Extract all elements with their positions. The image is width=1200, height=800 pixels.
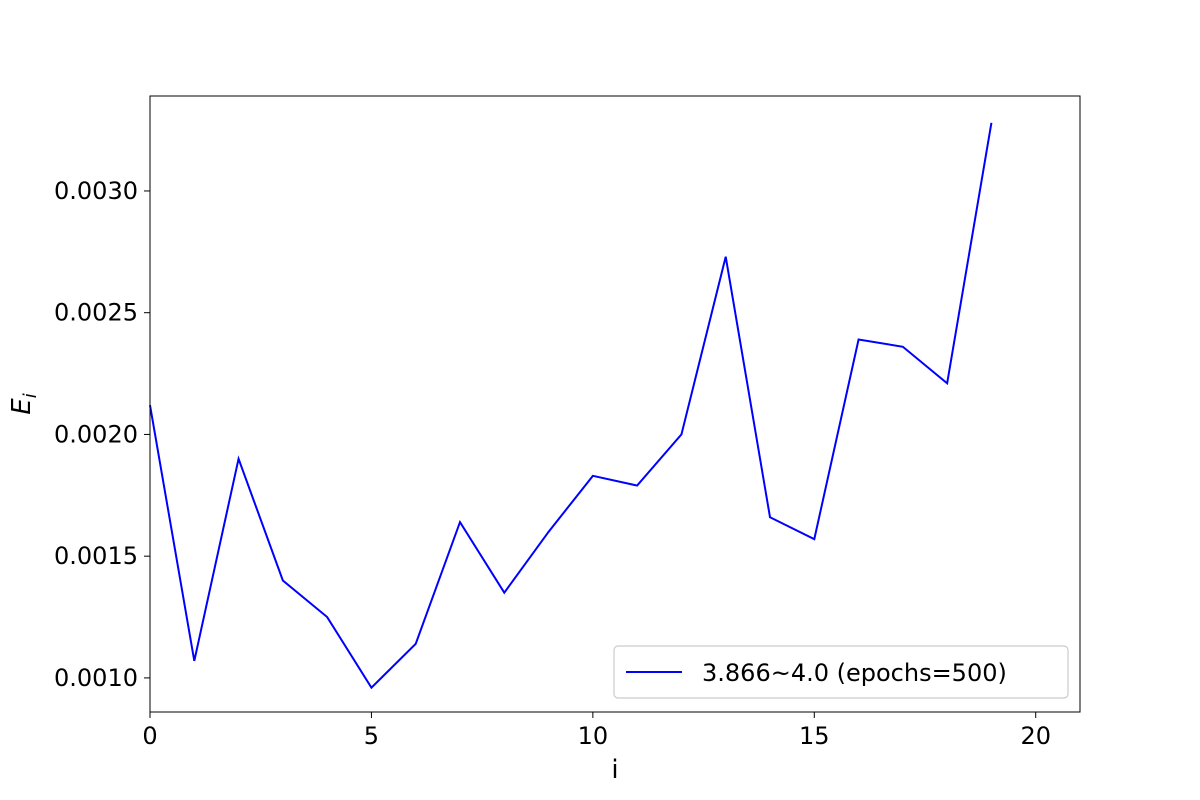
y-tick-label: 0.0030 (54, 177, 138, 205)
x-tick-label: 0 (142, 722, 157, 750)
y-tick-label: 0.0015 (54, 542, 138, 570)
ticks-group: 0 5 10 15 20 0.0010 0.0015 0.0020 0.0025 0.0030 (54, 177, 1051, 750)
y-tick-label: 0.0020 (54, 420, 138, 448)
x-tick-label: 10 (578, 722, 609, 750)
legend-box (613, 645, 1069, 699)
x-tick-label: 15 (799, 722, 830, 750)
x-tick-label: 20 (1020, 722, 1051, 750)
y-axis-label: Ei (7, 393, 41, 414)
series-line (149, 122, 993, 690)
y-axis-label-main: E (7, 398, 37, 415)
y-tick-label: 0.0010 (54, 664, 138, 692)
y-axis-label-subscript: i (20, 393, 41, 398)
x-tick-label: 5 (364, 722, 379, 750)
plot-frame (149, 95, 1081, 713)
x-axis-label: i (611, 755, 618, 785)
legend: 3.866~4.0 (epochs=500) (613, 645, 1069, 699)
y-tick-label: 0.0025 (54, 299, 138, 327)
legend-entry-label: 3.866~4.0 (epochs=500) (702, 659, 1007, 687)
